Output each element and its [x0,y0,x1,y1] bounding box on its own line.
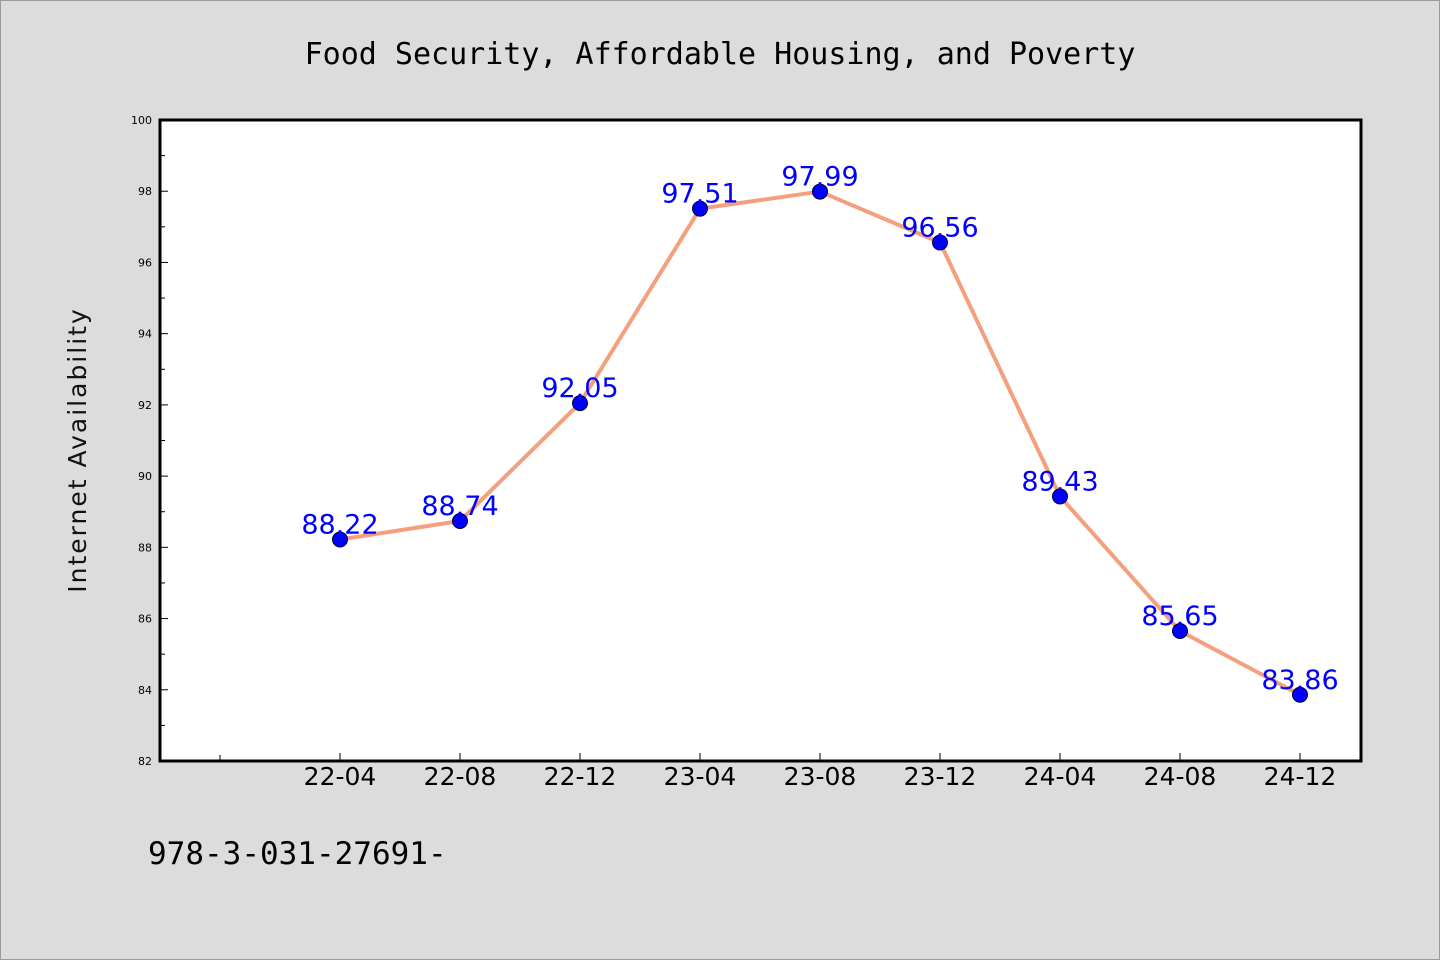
x-tick-label: 22-12 [544,762,617,791]
y-tick-label: 88 [138,541,152,554]
data-label: 89.43 [1021,466,1098,497]
data-label: 85.65 [1141,601,1218,632]
y-axis-label: Internet Availability [63,307,92,592]
x-tick-label: 23-04 [664,762,737,791]
data-point [692,200,708,217]
data-label: 88.74 [421,491,498,522]
plot-area [158,118,1363,763]
x-tick-label: 24-08 [1144,762,1217,791]
data-label: 92.05 [541,373,618,404]
y-tick-label: 84 [138,684,152,697]
chart-title: Food Security, Affordable Housing, and P… [305,37,1136,72]
data-label: 97.51 [661,179,738,210]
data-point [572,395,588,412]
data-point [1052,488,1068,505]
y-tick-label: 96 [138,256,152,269]
x-tick-label: 23-08 [784,762,857,791]
y-tick-label: 82 [138,755,152,768]
x-tick-label: 22-08 [424,762,497,791]
x-tick-label: 22-04 [304,762,377,791]
data-label: 83.86 [1261,665,1338,696]
x-tick-label: 23-12 [904,762,977,791]
data-point [1172,623,1188,640]
data-point [812,183,828,200]
y-tick-label: 100 [131,114,152,127]
y-tick-label: 94 [138,328,152,341]
y-tick-label: 90 [138,470,152,483]
data-label: 97.99 [781,162,858,193]
x-axis: 22-04 22-08 22-12 23-04 23-08 23-12 24-04 24-08… [219,753,1337,791]
data-point [932,234,948,251]
y-tick-label: 92 [138,399,152,412]
data-label: 88.22 [301,509,378,540]
x-tick-label: 24-04 [1024,762,1097,791]
y-axis: 82 84 86 88 90 92 94 96 98 100 [131,114,168,768]
y-tick-label: 86 [138,613,152,626]
data-point [332,531,348,548]
data-points [332,183,1308,703]
data-labels: 88.22 88.74 92.05 97.51 97.99 96.56 89.43 85.65… [301,162,1338,696]
data-point [1292,686,1308,703]
x-tick-label: 24-12 [1264,762,1337,791]
data-label: 96.56 [901,213,978,244]
y-tick-label: 98 [138,185,152,198]
footer-isbn-text: 978-3-031-27691- [148,836,447,872]
data-point [452,512,468,529]
